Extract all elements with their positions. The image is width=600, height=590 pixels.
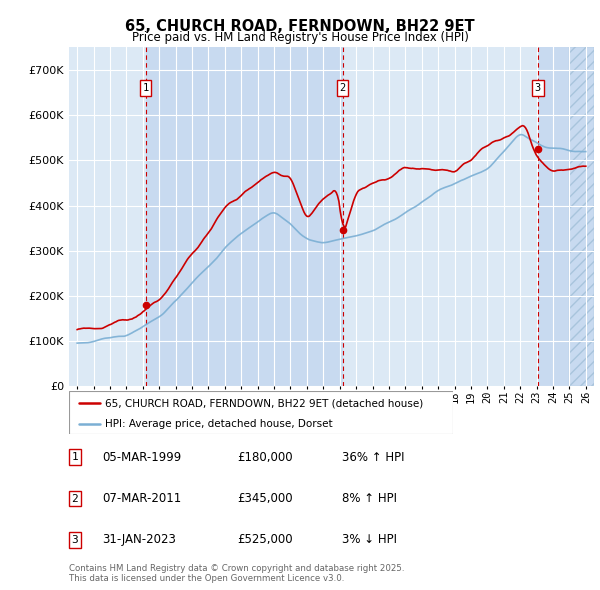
Bar — [569, 47, 594, 386]
Text: HPI: Average price, detached house, Dorset: HPI: Average price, detached house, Dors… — [106, 419, 333, 430]
Text: 36% ↑ HPI: 36% ↑ HPI — [342, 451, 404, 464]
Text: 07-MAR-2011: 07-MAR-2011 — [102, 492, 181, 505]
Text: Contains HM Land Registry data © Crown copyright and database right 2025.
This d: Contains HM Land Registry data © Crown c… — [69, 563, 404, 583]
Text: 65, CHURCH ROAD, FERNDOWN, BH22 9ET: 65, CHURCH ROAD, FERNDOWN, BH22 9ET — [125, 19, 475, 34]
Bar — [569, 47, 594, 386]
Text: £525,000: £525,000 — [237, 533, 293, 546]
Text: £345,000: £345,000 — [237, 492, 293, 505]
Bar — [69, 47, 146, 386]
Text: 2: 2 — [340, 83, 346, 93]
Text: 31-JAN-2023: 31-JAN-2023 — [102, 533, 176, 546]
Text: 1: 1 — [142, 83, 149, 93]
Text: 1: 1 — [71, 453, 79, 462]
Bar — [146, 47, 343, 386]
Text: 2: 2 — [71, 494, 79, 503]
Bar — [343, 47, 538, 386]
Text: 3% ↓ HPI: 3% ↓ HPI — [342, 533, 397, 546]
Text: Price paid vs. HM Land Registry's House Price Index (HPI): Price paid vs. HM Land Registry's House … — [131, 31, 469, 44]
Text: 3: 3 — [535, 83, 541, 93]
Bar — [538, 47, 569, 386]
Text: 65, CHURCH ROAD, FERNDOWN, BH22 9ET (detached house): 65, CHURCH ROAD, FERNDOWN, BH22 9ET (det… — [106, 398, 424, 408]
Text: 05-MAR-1999: 05-MAR-1999 — [102, 451, 181, 464]
Text: 8% ↑ HPI: 8% ↑ HPI — [342, 492, 397, 505]
Text: £180,000: £180,000 — [237, 451, 293, 464]
Text: 3: 3 — [71, 535, 79, 545]
